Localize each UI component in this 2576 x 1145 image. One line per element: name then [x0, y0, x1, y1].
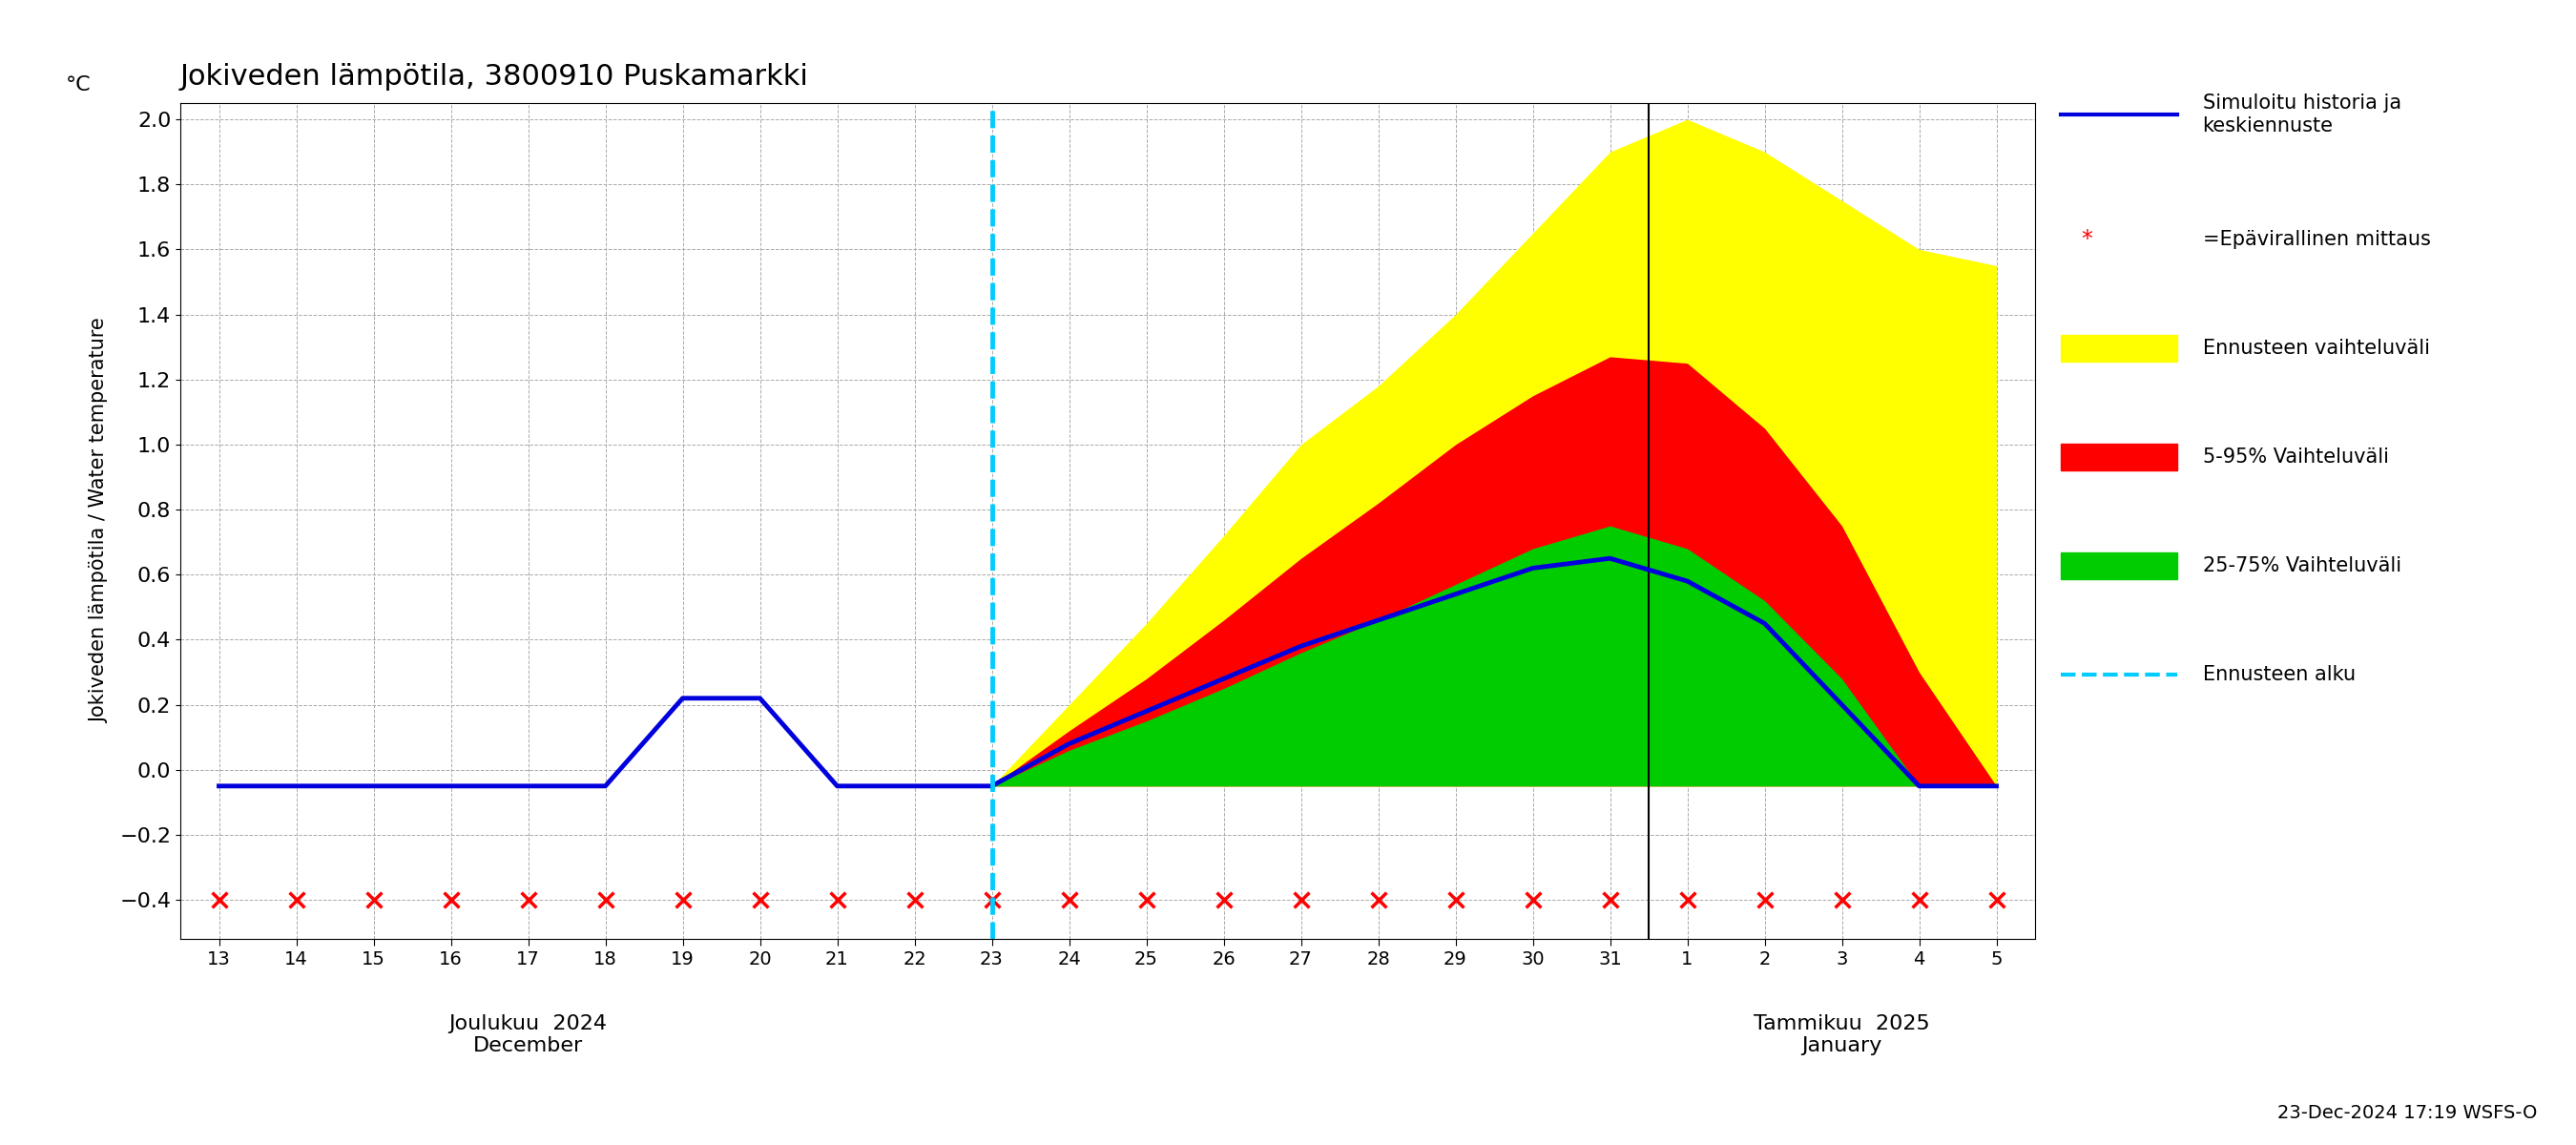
Point: [353, 891, 394, 909]
Point: [198, 891, 240, 909]
Point: [894, 891, 935, 909]
Point: [1899, 891, 1940, 909]
Point: [276, 891, 317, 909]
Text: Ennusteen alku: Ennusteen alku: [2202, 665, 2354, 685]
Text: 23-Dec-2024 17:19 WSFS-O: 23-Dec-2024 17:19 WSFS-O: [2277, 1104, 2537, 1122]
Point: [1280, 891, 1321, 909]
Point: [1667, 891, 1708, 909]
Text: Simuloitu historia ja
keskiennuste: Simuloitu historia ja keskiennuste: [2202, 94, 2401, 135]
Point: [662, 891, 703, 909]
Point: [1048, 891, 1090, 909]
Point: [1744, 891, 1785, 909]
Text: °C: °C: [64, 76, 90, 95]
Text: Ennusteen vaihteluväli: Ennusteen vaihteluväli: [2202, 339, 2429, 358]
Point: [1358, 891, 1399, 909]
Text: =Epävirallinen mittaus: =Epävirallinen mittaus: [2202, 230, 2429, 250]
Point: [1976, 891, 2017, 909]
Point: [585, 891, 626, 909]
Point: [507, 891, 549, 909]
Y-axis label: Jokiveden lämpötila / Water temperature: Jokiveden lämpötila / Water temperature: [90, 318, 108, 724]
Point: [430, 891, 471, 909]
Point: [1821, 891, 1862, 909]
Text: Tammikuu  2025
January: Tammikuu 2025 January: [1754, 1014, 1929, 1056]
Point: [1126, 891, 1167, 909]
Point: [971, 891, 1012, 909]
Text: Jokiveden lämpötila, 3800910 Puskamarkki: Jokiveden lämpötila, 3800910 Puskamarkki: [180, 63, 809, 90]
Text: 5-95% Vaihteluväli: 5-95% Vaihteluväli: [2202, 448, 2388, 467]
Point: [1589, 891, 1631, 909]
Point: [739, 891, 781, 909]
Text: *: *: [2081, 228, 2092, 251]
Point: [1435, 891, 1476, 909]
Point: [1203, 891, 1244, 909]
Point: [1512, 891, 1553, 909]
Point: [817, 891, 858, 909]
Text: Joulukuu  2024
December: Joulukuu 2024 December: [448, 1014, 608, 1056]
Text: 25-75% Vaihteluväli: 25-75% Vaihteluväli: [2202, 556, 2401, 576]
